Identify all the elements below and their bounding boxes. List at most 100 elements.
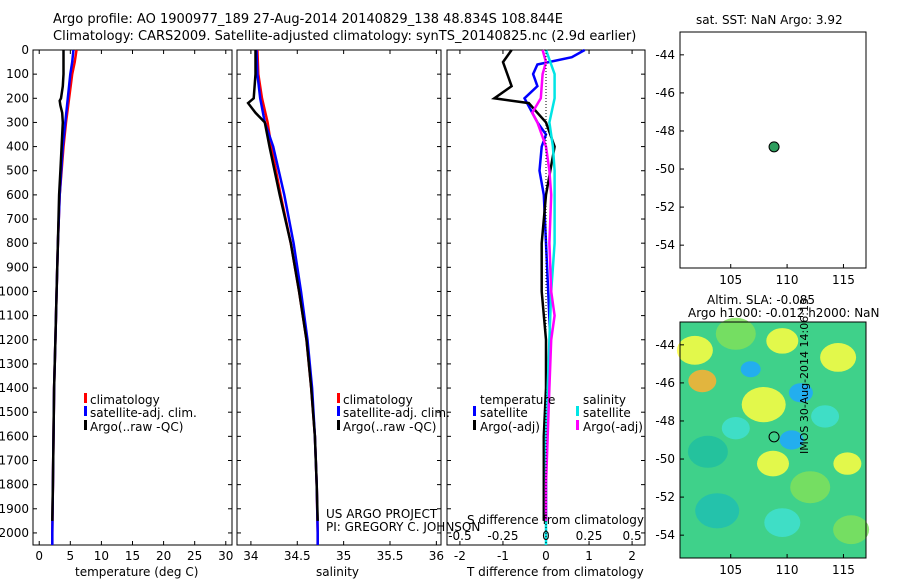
y-tick-label: 1200 [0, 333, 29, 347]
y-tick-label: 1300 [0, 357, 29, 371]
s-tick-label: -0.5 [448, 529, 471, 543]
x-tick-label: 5 [66, 549, 74, 563]
y-tick-label: 100 [6, 67, 29, 81]
difference-xlabel-top: S difference from climatology [467, 513, 644, 527]
s-tick-label: 0.25 [576, 529, 603, 543]
y-tick-label: 1100 [0, 309, 29, 323]
map-x-tick-label: 110 [776, 563, 799, 577]
sla-blob [790, 471, 831, 504]
legend-swatch [473, 420, 476, 430]
map-y-tick-label: -52 [655, 490, 675, 504]
difference-xlabel: T difference from climatology [467, 565, 644, 579]
x-tick-label: 10 [94, 549, 109, 563]
map-y-tick-label: -54 [655, 238, 675, 252]
y-tick-label: 300 [6, 115, 29, 129]
map-y-tick-label: -46 [655, 86, 675, 100]
diff-legend-s-argo: Argo(-adj) [583, 420, 643, 434]
s-tick-label: 0.5 [623, 529, 642, 543]
x-tick-label: 34.5 [284, 549, 311, 563]
x-tick-label: 34 [243, 549, 258, 563]
map-x-tick-label: 115 [832, 563, 855, 577]
sla-blob [788, 383, 813, 403]
y-tick-label: 1800 [0, 478, 29, 492]
legend-swatch [473, 406, 476, 416]
x-tick-label: 0 [35, 549, 43, 563]
sla-blob [688, 369, 717, 393]
map-x-tick-label: 115 [832, 273, 855, 287]
y-tick-label: 1500 [0, 405, 29, 419]
legend-swatch [84, 393, 87, 403]
y-tick-label: 2000 [0, 526, 29, 540]
sla-blob [741, 387, 786, 423]
y-tick-label: 1600 [0, 429, 29, 443]
x-tick-label: 2 [628, 549, 636, 563]
series-line-2 [51, 50, 65, 521]
y-tick-label: 0 [21, 43, 29, 57]
diff-legend-salinity-title: salinity [583, 393, 627, 407]
legend-swatch [337, 393, 340, 403]
credit-pi: PI: GREGORY C. JOHNSON [326, 520, 481, 534]
x-tick-label: 0 [542, 549, 550, 563]
float-marker [768, 431, 780, 443]
sla-blob [811, 405, 840, 428]
difference-panel: -2 -1 0 1 2 -0.5 -0.25 0 0.25 0.5 [446, 48, 646, 563]
s-tick-label: 0 [542, 529, 550, 543]
legend-swatch [576, 420, 579, 430]
temp-legend-argo: Argo(..raw -QC) [90, 420, 184, 434]
y-tick-label: 1000 [0, 284, 29, 298]
sla-blob [764, 508, 801, 537]
map-y-tick-label: -46 [655, 376, 675, 390]
legend-swatch [84, 406, 87, 416]
sla-blob [695, 493, 740, 529]
salinity-panel: 34 34.5 35 35.5 36 [236, 49, 444, 563]
map-frame [679, 321, 867, 559]
sla-map-title-2: Argo h1000: -0.012 h2000: NaN [688, 306, 880, 320]
temperature-panel: 0 5 10 15 20 25 300100200300400500600700800900… [0, 43, 233, 563]
legend-swatch [337, 406, 340, 416]
temperature-xlabel: temperature (deg C) [75, 565, 199, 579]
sal-legend-satellite: satellite-adj. clim. [343, 406, 450, 420]
map-y-tick-label: -50 [655, 452, 675, 466]
x-tick-label: 35.5 [377, 549, 404, 563]
map-y-tick-label: -44 [655, 48, 675, 62]
x-tick-label: -1 [497, 549, 509, 563]
y-tick-label: 1700 [0, 453, 29, 467]
map-y-tick-label: -48 [655, 124, 675, 138]
y-tick-label: 400 [6, 140, 29, 154]
sst-map-panel: 105 110 115 -44 -46 -48 -50 -52 -54 [655, 31, 867, 287]
y-tick-label: 1400 [0, 381, 29, 395]
series-line-0 [522, 48, 586, 521]
x-tick-label: -2 [454, 549, 466, 563]
sla-blob [766, 328, 799, 354]
figure-title-line2: Climatology: CARS2009. Satellite-adjuste… [53, 29, 637, 44]
map-x-tick-label: 105 [719, 273, 742, 287]
sla-blob [715, 317, 756, 350]
diff-legend-t-satellite: satellite [480, 406, 528, 420]
x-tick-label: 35 [336, 549, 351, 563]
x-tick-label: 1 [585, 549, 593, 563]
diff-legend-s-satellite: satellite [583, 406, 631, 420]
temp-legend-satellite: satellite-adj. clim. [90, 406, 197, 420]
figure-title-line1: Argo profile: AO 1900977_189 27-Aug-2014… [53, 12, 563, 27]
y-tick-label: 200 [6, 91, 29, 105]
temp-legend-climatology: climatology [90, 393, 160, 407]
map-y-tick-label: -48 [655, 414, 675, 428]
sst-map-title: sat. SST: NaN Argo: 3.92 [696, 13, 843, 27]
diff-legend-t-argo: Argo(-adj) [480, 420, 540, 434]
salinity-xlabel: salinity [316, 565, 360, 579]
map-y-tick-label: -50 [655, 162, 675, 176]
float-marker [768, 141, 780, 153]
sla-blob [687, 435, 728, 468]
y-tick-label: 600 [6, 188, 29, 202]
plot-frame [236, 49, 442, 546]
sla-blob [833, 452, 862, 475]
sla-blob [833, 515, 870, 545]
sla-map-title-1: Altim. SLA: -0.085 [707, 293, 816, 307]
map-x-tick-label: 105 [719, 563, 742, 577]
sal-legend-climatology: climatology [343, 393, 413, 407]
y-tick-label: 800 [6, 236, 29, 250]
map-y-tick-label: -54 [655, 528, 675, 542]
sla-blob [740, 361, 761, 378]
sla-blob [676, 335, 713, 365]
